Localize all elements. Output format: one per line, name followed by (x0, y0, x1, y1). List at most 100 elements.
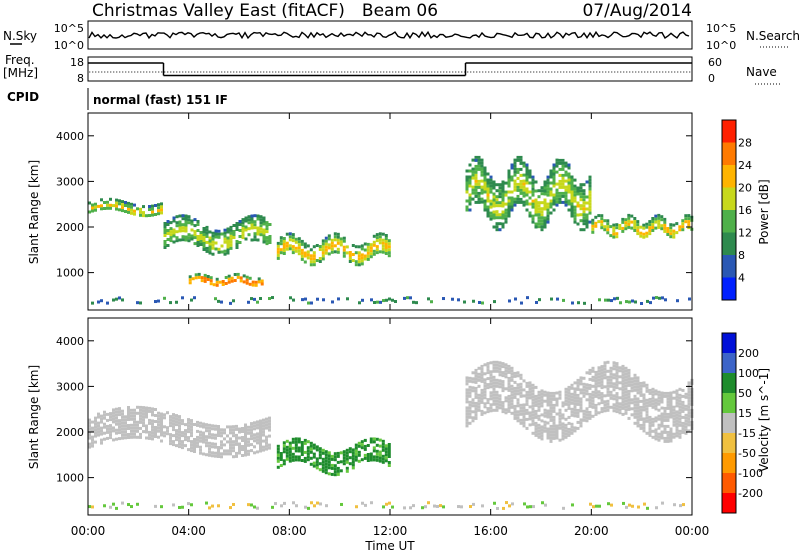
echo-cell (594, 403, 598, 407)
echo-cell (381, 445, 385, 449)
echo-cell (477, 155, 481, 159)
echo-cell (139, 405, 142, 409)
echo-cell (257, 277, 261, 281)
echo-cell (355, 505, 358, 509)
echo-cell (504, 217, 508, 221)
echo-cell (106, 203, 109, 207)
echo-cell (588, 395, 592, 399)
echo-cell (385, 298, 388, 302)
echo-cell (621, 370, 625, 374)
echo-cell (242, 280, 246, 284)
echo-cell (513, 197, 517, 201)
echo-cell (525, 181, 529, 185)
echo-cell (504, 193, 508, 197)
echo-cell (187, 239, 191, 243)
echo-cell (687, 387, 691, 391)
echo-cell (145, 406, 148, 410)
echo-cell (360, 247, 364, 251)
echo-cell (348, 450, 352, 454)
echo-cell (657, 399, 661, 403)
echo-cell (675, 413, 679, 417)
echo-cell (618, 396, 622, 400)
echo-cell (268, 419, 271, 423)
echo-cell (282, 249, 286, 252)
echo-cell (172, 425, 175, 429)
echo-cell (504, 366, 508, 370)
echo-cell (130, 211, 133, 215)
echo-cell (208, 429, 211, 433)
echo-cell (528, 384, 532, 388)
echo-cell (579, 409, 583, 413)
echo-cell (250, 431, 253, 435)
echo-cell (555, 197, 559, 201)
echo-cell (522, 406, 526, 410)
echo-cell (570, 190, 574, 194)
echo-cell (151, 425, 154, 429)
echo-cell (288, 450, 292, 454)
echo-cell (465, 400, 469, 404)
echo-cell (588, 211, 592, 215)
echo-cell (333, 458, 337, 462)
echo-cell (651, 226, 655, 229)
freq-label: Freq. (5, 53, 35, 67)
echo-cell (681, 409, 685, 413)
echo-cell (378, 456, 382, 460)
echo-cell (549, 400, 553, 404)
echo-cell (220, 440, 223, 444)
echo-cell (528, 214, 532, 218)
echo-cell (561, 434, 565, 438)
echo-cell (582, 394, 586, 398)
echo-cell (208, 245, 212, 249)
echo-cell (97, 300, 100, 304)
echo-cell (540, 425, 544, 429)
echo-cell (687, 420, 691, 424)
y-tick-label: 3000 (56, 380, 84, 393)
echo-cell (663, 406, 667, 410)
echo-cell (229, 443, 232, 447)
echo-cell (639, 381, 643, 385)
echo-cell (486, 371, 490, 375)
echo-cell (546, 202, 550, 206)
echo-cell (636, 397, 640, 401)
echo-cell (480, 364, 484, 368)
echo-cell (232, 428, 235, 432)
echo-cell (312, 251, 316, 255)
echo-cell (672, 411, 676, 415)
echo-cell (211, 445, 214, 449)
echo-cell (244, 432, 247, 436)
echo-cell (528, 175, 532, 179)
colorbar-tick-label: 28 (738, 137, 752, 150)
echo-cell (244, 438, 247, 442)
echo-cell (669, 397, 673, 401)
echo-cell (582, 204, 586, 208)
echo-cell (202, 239, 206, 242)
echo-cell (178, 505, 181, 509)
echo-cell (663, 220, 667, 224)
echo-cell (561, 431, 565, 435)
echo-cell (567, 397, 571, 401)
echo-cell (495, 390, 499, 394)
echo-cell (127, 406, 130, 409)
echo-cell (492, 390, 496, 394)
echo-cell (238, 451, 241, 455)
echo-cell (118, 410, 121, 414)
echo-cell (522, 179, 526, 183)
time-tick-label: 00:00 (71, 524, 106, 538)
echo-cell (262, 439, 265, 443)
echo-cell (498, 364, 502, 368)
echo-cell (181, 422, 184, 426)
echo-cell (516, 155, 520, 159)
echo-cell (687, 217, 691, 221)
echo-cell (570, 407, 574, 411)
echo-cell (94, 434, 97, 438)
echo-cell (630, 407, 634, 411)
echo-cell (315, 244, 319, 247)
echo-cell (88, 418, 91, 422)
echo-cell (330, 454, 334, 458)
echo-cell (579, 388, 583, 392)
echo-cell (351, 457, 355, 461)
echo-cell (214, 247, 218, 251)
echo-cell (522, 164, 526, 168)
echo-cell (631, 504, 634, 508)
echo-cell (229, 231, 233, 235)
